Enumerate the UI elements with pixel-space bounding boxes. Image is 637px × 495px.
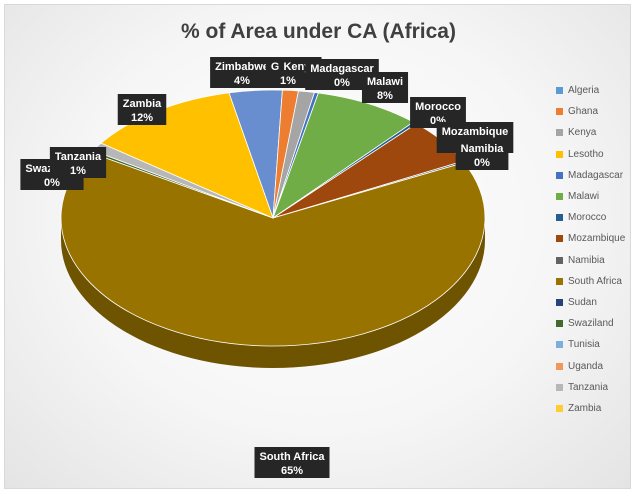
- legend-item: Mozambique: [556, 228, 634, 249]
- legend-swatch: [556, 320, 563, 328]
- data-label-name: Tanzania: [55, 151, 102, 163]
- chart-title: % of Area under CA (Africa): [181, 20, 456, 43]
- legend-label: Mozambique: [568, 233, 626, 245]
- data-label-value: 1%: [70, 165, 86, 177]
- data-label: South Africa 65%: [254, 447, 330, 478]
- data-label-value: 1%: [280, 75, 296, 87]
- legend-item: Swaziland: [556, 313, 634, 334]
- data-label-name: Zimbabwe: [215, 61, 269, 73]
- legend-label: Zambia: [568, 402, 602, 414]
- legend-label: Malawi: [568, 191, 600, 203]
- legend-item: Tunisia: [556, 334, 634, 355]
- data-label-box: [455, 139, 509, 170]
- pie-slice-side: [61, 218, 485, 368]
- pie-slice: [60, 152, 486, 347]
- legend-swatch: [556, 87, 563, 95]
- legend-label: Tanzania: [568, 381, 609, 393]
- legend-swatch: [556, 129, 563, 137]
- data-label-value: 8%: [377, 90, 393, 102]
- legend-label: Kenya: [568, 127, 597, 139]
- data-label-name: South Africa: [260, 451, 326, 463]
- legend-label: Algeria: [568, 85, 600, 97]
- legend: Algeria Ghana Kenya Lesotho Madagascar Malawi…: [556, 80, 634, 419]
- legend-item: Tanzania: [556, 377, 634, 398]
- legend-item: Uganda: [556, 355, 634, 376]
- data-label-name: Mozambique: [442, 126, 509, 138]
- pie-slices: [60, 89, 486, 368]
- data-label-name: Zambia: [123, 98, 162, 110]
- legend-label: Uganda: [568, 360, 604, 372]
- data-label-box: [254, 447, 330, 478]
- legend-item: Sudan: [556, 292, 634, 313]
- data-label: Namibia 0%: [455, 139, 509, 170]
- legend-item: Malawi: [556, 186, 634, 207]
- data-label-box: [210, 57, 274, 88]
- legend-item: Algeria: [556, 80, 634, 101]
- legend-item: Kenya: [556, 122, 634, 143]
- legend-swatch: [556, 362, 563, 370]
- legend-label: South Africa: [568, 275, 622, 287]
- legend-item: Morocco: [556, 207, 634, 228]
- data-label: Zimbabwe 4%: [210, 57, 274, 88]
- legend-swatch: [556, 277, 563, 285]
- data-label-box: [361, 72, 409, 103]
- legend-label: Morocco: [568, 212, 607, 224]
- legend-swatch: [556, 108, 563, 116]
- legend-swatch: [556, 150, 563, 158]
- data-label-name: Namibia: [461, 143, 505, 155]
- data-labels: Zimbabwe4%Ghana1%KenyaMadagascar0%Malawi…: [20, 57, 514, 478]
- data-label: Zambia 12%: [117, 94, 167, 125]
- legend-swatch: [556, 256, 563, 264]
- legend-item: South Africa: [556, 271, 634, 292]
- data-label-name: Morocco: [415, 101, 461, 113]
- legend-label: Namibia: [568, 254, 605, 266]
- data-label-box: [49, 147, 107, 178]
- data-label-value: 0%: [44, 177, 60, 189]
- legend-swatch: [556, 214, 563, 222]
- legend-item: Namibia: [556, 250, 634, 271]
- data-label-value: 65%: [281, 465, 303, 477]
- data-label-value: 0%: [334, 77, 350, 89]
- data-label-name: Malawi: [367, 76, 403, 88]
- data-label-value: 4%: [234, 75, 250, 87]
- legend-label: Lesotho: [568, 148, 604, 160]
- data-label-value: 0%: [474, 157, 490, 169]
- legend-swatch: [556, 193, 563, 201]
- legend-swatch: [556, 383, 563, 391]
- legend-item: Madagascar: [556, 165, 634, 186]
- legend-label: Tunisia: [568, 339, 600, 351]
- legend-item: Lesotho: [556, 144, 634, 165]
- legend-item: Ghana: [556, 101, 634, 122]
- data-label-box: [117, 94, 167, 125]
- legend-swatch: [556, 171, 563, 179]
- legend-swatch: [556, 404, 563, 412]
- legend-swatch: [556, 298, 563, 306]
- legend-label: Sudan: [568, 296, 597, 308]
- legend-label: Madagascar: [568, 169, 624, 181]
- legend-label: Swaziland: [568, 318, 614, 330]
- data-label-name: Madagascar: [310, 63, 374, 75]
- legend-swatch: [556, 235, 563, 243]
- legend-item: Zambia: [556, 398, 634, 419]
- legend-swatch: [556, 341, 563, 349]
- data-label: Malawi 8%: [361, 72, 409, 103]
- data-label-value: 12%: [131, 112, 153, 124]
- legend-label: Ghana: [568, 106, 599, 118]
- data-label: Tanzania 1%: [49, 147, 107, 178]
